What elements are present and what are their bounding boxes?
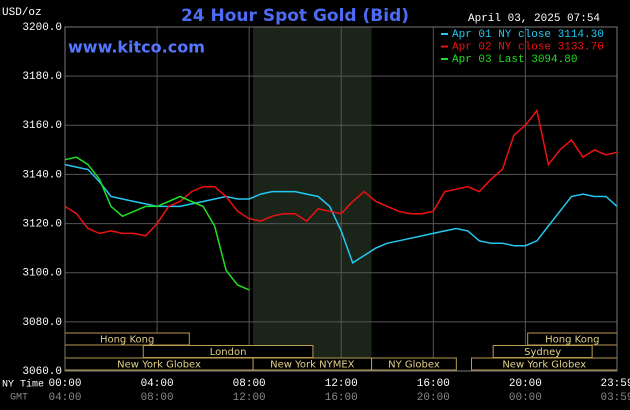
site-label: www.kitco.com bbox=[68, 38, 205, 57]
y-tick-label: 3180.0 bbox=[22, 71, 62, 83]
y-tick-label: 3080.0 bbox=[22, 317, 62, 329]
x-tick-label: 20:00 bbox=[509, 378, 542, 390]
session-label: Hong Kong bbox=[545, 335, 599, 346]
session-label: New York Globex bbox=[502, 360, 586, 371]
x-tick-label: 12:00 bbox=[325, 378, 358, 390]
session-label: London bbox=[210, 347, 247, 358]
chart-title: 24 Hour Spot Gold (Bid) bbox=[181, 6, 409, 26]
y-axis-label: USD/oz bbox=[2, 7, 42, 19]
x2-tick-label: 03:59 bbox=[600, 392, 630, 404]
legend-label: Apr 01 NY close 3114.30 bbox=[452, 29, 604, 41]
session-label: New York Globex bbox=[117, 360, 201, 371]
x2-tick-label: 08:00 bbox=[141, 392, 174, 404]
timestamp: April 03, 2025 07:54 bbox=[468, 13, 600, 25]
price-line bbox=[64, 156, 250, 291]
shaded-region bbox=[253, 27, 372, 371]
session-label: New York NYMEX bbox=[270, 360, 355, 371]
x2-tick-label: 20:00 bbox=[417, 392, 450, 404]
session-label: Sydney bbox=[524, 347, 561, 358]
x-tick-label: 16:00 bbox=[417, 378, 450, 390]
x2-tick-label: 04:00 bbox=[48, 392, 81, 404]
plot-border bbox=[64, 26, 618, 372]
x-tick-label: 00:00 bbox=[48, 378, 81, 390]
y-tick-label: 3120.0 bbox=[22, 218, 62, 230]
y-tick-label: 3060.0 bbox=[22, 366, 62, 378]
x2-tick-label: 12:00 bbox=[233, 392, 266, 404]
y-tick-label: 3140.0 bbox=[22, 169, 62, 181]
x-axis-label: NY Time bbox=[2, 379, 44, 391]
y-tick-label: 3160.0 bbox=[22, 120, 62, 132]
session-box bbox=[371, 357, 457, 371]
x-tick-label: 23:59 bbox=[600, 378, 630, 390]
y-tick-label: 3100.0 bbox=[22, 268, 62, 280]
x2-tick-label: 00:00 bbox=[509, 392, 542, 404]
legend-label: Apr 02 NY close 3133.70 bbox=[452, 41, 604, 53]
x-tick-label: 08:00 bbox=[233, 378, 266, 390]
y-tick-label: 3200.0 bbox=[22, 22, 62, 34]
x2-axis-label: GMT bbox=[10, 393, 28, 404]
session-label: NY Globex bbox=[388, 360, 440, 371]
x2-tick-label: 16:00 bbox=[325, 392, 358, 404]
plot-area: Hong Kong Hong Kong London Sydney New York G… bbox=[64, 26, 618, 372]
price-line bbox=[64, 108, 618, 237]
session-label: Hong Kong bbox=[100, 335, 154, 346]
legend-label: Apr 03 Last 3094.80 bbox=[452, 54, 577, 66]
x-tick-label: 04:00 bbox=[141, 378, 174, 390]
